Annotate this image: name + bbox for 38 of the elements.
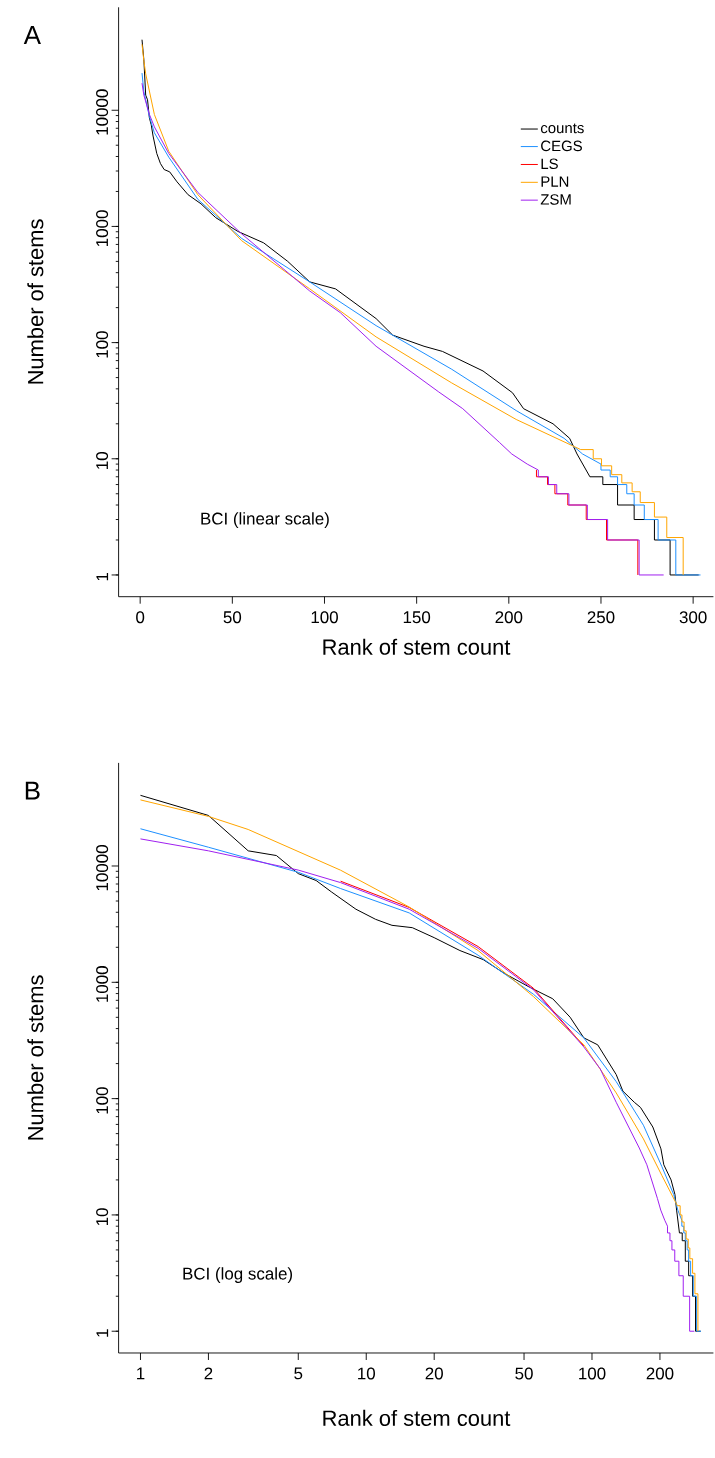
x-tick-label: 100: [579, 1367, 606, 1380]
x-tick-label: 250: [587, 611, 615, 624]
x-tick-label: 20: [425, 1367, 443, 1380]
text: A: [23, 26, 41, 44]
annotation: BCI (log scale): [183, 1267, 293, 1283]
x-tick-label: 0: [136, 611, 145, 624]
x-axis-title: Rank of stem count: [323, 1409, 511, 1426]
y-tick-label: 1: [96, 573, 109, 581]
legend-label: ZSM: [540, 194, 571, 205]
text: B: [25, 781, 40, 800]
x-tick-label: 10: [358, 1367, 375, 1380]
legend-label: CEGS: [541, 140, 582, 152]
y-axis-title: Number of stems: [27, 219, 44, 384]
x-tick-label: 5: [294, 1367, 303, 1380]
x-tick-label: 50: [223, 611, 242, 624]
x-axis-title: Rank of stem count: [323, 638, 511, 655]
x-tick-label: 2: [204, 1367, 213, 1380]
y-axis-title: Number of stems: [27, 975, 44, 1140]
x-tick-label: 100: [311, 611, 338, 624]
y-tick-label: 1: [96, 1329, 109, 1337]
y-tick-label: 10: [96, 452, 109, 469]
legend-label: counts: [540, 123, 584, 134]
y-tick-label: 100: [96, 331, 109, 358]
y-tick-label: 1000: [96, 210, 109, 246]
x-tick-label: 150: [403, 611, 431, 624]
legend-label: LS: [541, 158, 558, 170]
x-tick-label: 200: [646, 1367, 674, 1380]
x-tick-label: 1: [137, 1367, 145, 1380]
y-tick-label: 100: [96, 1087, 109, 1114]
x-tick-label: 200: [495, 611, 523, 624]
y-tick-label: 10: [96, 1208, 109, 1226]
legend-label: PLN: [541, 176, 569, 187]
y-tick-label: 1000: [96, 966, 109, 1002]
annotation: BCI (linear scale): [201, 512, 329, 528]
x-tick-label: 50: [515, 1367, 533, 1380]
x-tick-label: 300: [679, 611, 707, 624]
y-tick-label: 10000: [96, 89, 109, 135]
y-tick-label: 10000: [96, 845, 109, 891]
